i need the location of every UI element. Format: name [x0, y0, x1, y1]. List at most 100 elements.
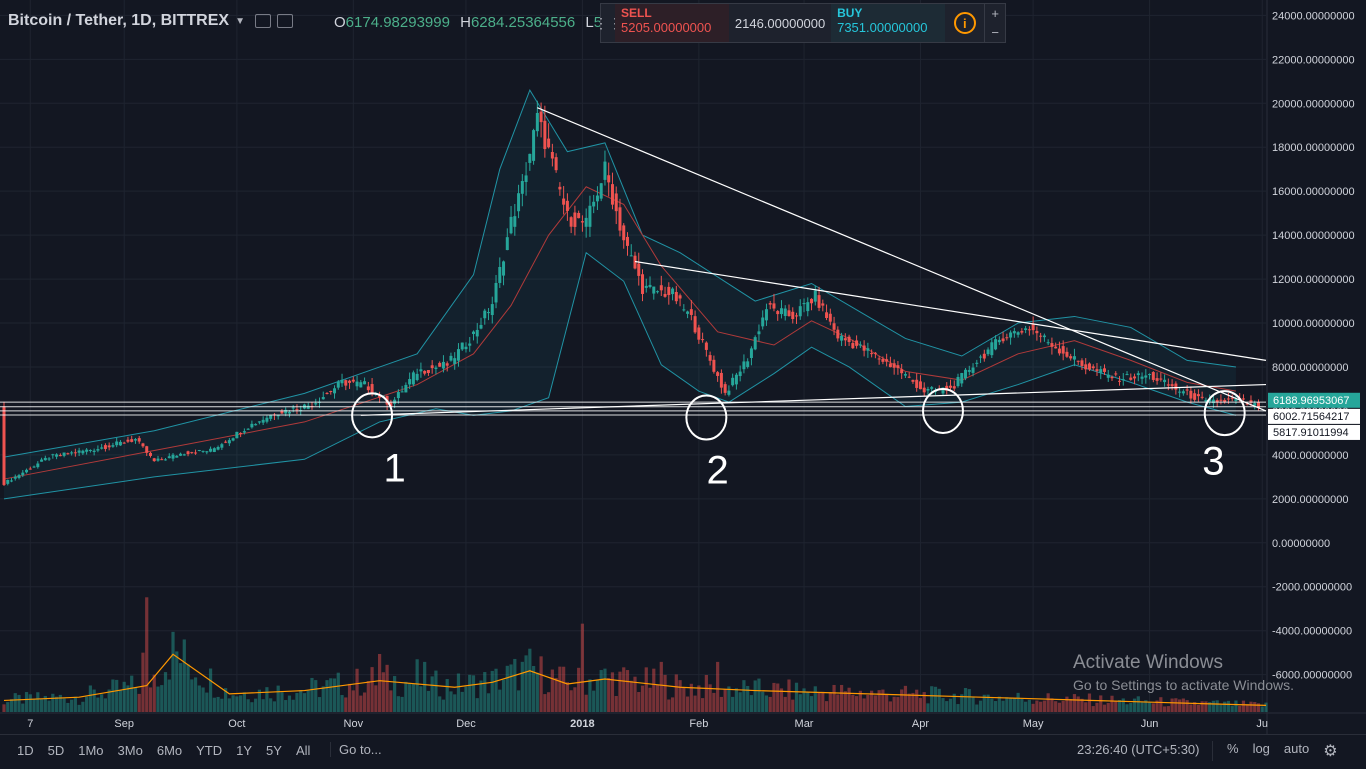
auto-toggle[interactable]: auto: [1283, 741, 1310, 756]
candle-body: [167, 456, 171, 459]
info-button[interactable]: i: [945, 4, 984, 42]
candle-body: [130, 439, 134, 442]
annotation-label[interactable]: 2: [707, 448, 729, 492]
volume-bar: [997, 696, 1001, 712]
candle-body: [524, 175, 528, 182]
range-6mo[interactable]: 6Mo: [156, 743, 183, 758]
range-5y[interactable]: 5Y: [266, 743, 282, 758]
chevron-down-icon[interactable]: ▼: [235, 15, 245, 27]
candle-body: [764, 309, 768, 321]
candle-body: [712, 359, 716, 372]
volume-bar: [137, 693, 141, 712]
volume-bar: [118, 689, 123, 712]
quantity-field[interactable]: 2146.00000000: [734, 15, 826, 31]
range-all[interactable]: All: [295, 743, 311, 758]
candle-body: [2, 406, 6, 485]
volume-bar: [47, 700, 51, 712]
range-5d[interactable]: 5D: [47, 743, 65, 758]
candle-body: [1009, 332, 1013, 338]
candle-body: [118, 441, 122, 446]
range-1mo[interactable]: 1Mo: [78, 743, 104, 758]
volume-bar: [922, 692, 926, 712]
candle-body: [415, 373, 419, 380]
candle-body: [610, 184, 614, 205]
candle-body: [494, 282, 498, 303]
annotation-circle[interactable]: [1203, 390, 1246, 437]
volume-bar: [975, 704, 979, 712]
volume-bar: [107, 689, 111, 712]
volume-bar: [1181, 698, 1185, 712]
volume-bar: [310, 677, 314, 712]
clock-readout[interactable]: 23:26:40 (UTC+5:30): [1077, 742, 1200, 757]
volume-bar: [990, 698, 994, 712]
candle-body: [1102, 368, 1106, 372]
candle-body: [1256, 402, 1260, 409]
candle-body: [960, 373, 964, 384]
volume-bar: [182, 639, 186, 712]
candle-body: [1174, 383, 1178, 390]
volume-bar: [340, 695, 344, 712]
candle-body: [1061, 346, 1065, 354]
candle-body: [986, 349, 990, 355]
candle-body: [355, 381, 359, 387]
annotation-label[interactable]: 3: [1202, 440, 1224, 484]
candle-body: [795, 315, 799, 317]
candle-body: [727, 390, 731, 395]
trendline[interactable]: [360, 383, 1267, 416]
price-chart-svg[interactable]: 1 2 3 24000.00000000 22000.00000000 20000.000…: [0, 0, 1366, 734]
symbol-title[interactable]: Bitcoin / Tether, 1D, BITTREX ▼: [8, 12, 293, 30]
volume-bar: [603, 668, 607, 712]
candle-body: [1211, 399, 1215, 404]
candle-body: [122, 442, 126, 444]
candle-body: [629, 255, 633, 257]
volume-bar: [663, 674, 667, 712]
volume-bar: [471, 675, 476, 712]
candle-body: [915, 379, 919, 388]
hide-icon[interactable]: [254, 14, 271, 28]
range-1y[interactable]: 1Y: [236, 743, 253, 758]
annotation-circle[interactable]: [351, 392, 394, 439]
volume-bar: [689, 683, 693, 712]
plus-button[interactable]: +: [991, 6, 999, 21]
candle-body: [1084, 364, 1088, 370]
range-ytd[interactable]: YTD: [196, 743, 223, 758]
annotation-circle[interactable]: [685, 394, 728, 441]
volume-bar: [610, 672, 615, 712]
volume-bar: [719, 696, 723, 712]
volume-bar: [930, 686, 934, 712]
drag-handle-icon[interactable]: ⋮⋮: [594, 14, 622, 31]
candle-body: [363, 381, 367, 385]
candle-body: [141, 443, 145, 447]
candle-body: [498, 266, 502, 283]
log-toggle[interactable]: log: [1252, 741, 1270, 756]
settings-icon[interactable]: [276, 14, 293, 28]
candle-body: [1133, 376, 1137, 379]
volume-bar: [723, 689, 727, 712]
gear-icon[interactable]: ⚙: [1323, 743, 1338, 760]
range-1d[interactable]: 1D: [17, 743, 34, 758]
candle-body: [1223, 399, 1227, 403]
volume-bar: [393, 676, 397, 712]
range-3mo[interactable]: 3Mo: [117, 743, 143, 758]
candle-body: [1185, 389, 1189, 391]
trendline[interactable]: [537, 107, 1267, 412]
trendline[interactable]: [634, 260, 1267, 361]
candle-body: [479, 324, 483, 329]
candle-body: [13, 476, 17, 479]
volume-bar: [1189, 704, 1193, 712]
volume-bar: [111, 679, 115, 712]
annotation-circle[interactable]: [921, 387, 964, 434]
percent-toggle[interactable]: %: [1227, 741, 1239, 756]
volume-bar: [1005, 697, 1009, 712]
candle-body: [6, 479, 10, 484]
minus-button[interactable]: −: [991, 25, 999, 40]
candle-body: [704, 342, 708, 350]
buy-button[interactable]: BUY 7351.00000000: [831, 4, 946, 42]
annotation-label[interactable]: 1: [383, 446, 405, 490]
volume-bar: [246, 699, 250, 712]
sell-button[interactable]: SELL 5205.00000000: [615, 4, 730, 42]
candle-body: [471, 331, 475, 334]
candle-body: [659, 285, 663, 291]
goto-date-button[interactable]: Go to...: [330, 742, 382, 757]
